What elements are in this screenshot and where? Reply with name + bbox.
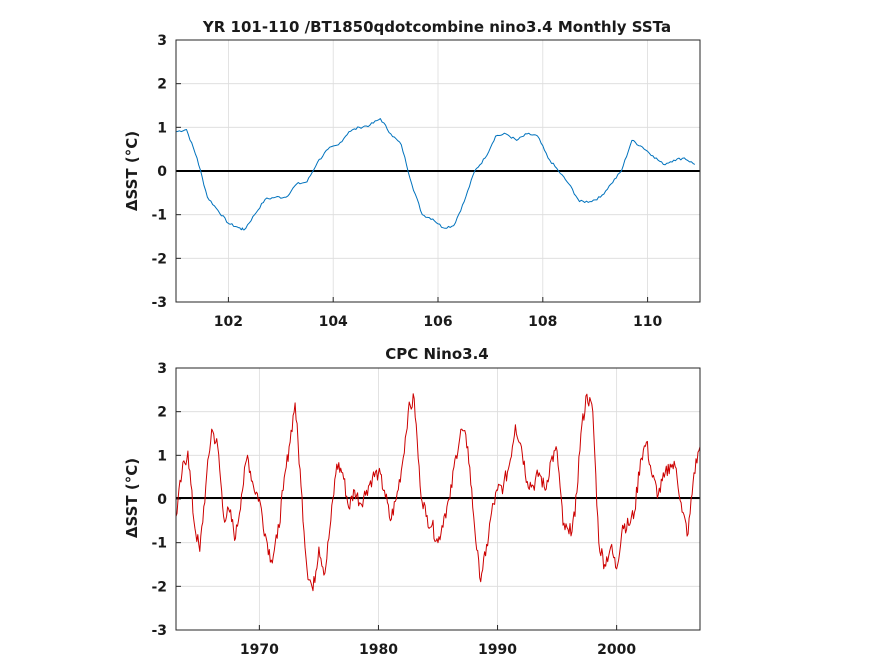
y-axis-label-top: ΔSST (°C) <box>123 131 141 211</box>
y-tick-label: -2 <box>151 579 167 595</box>
chart-title-top: YR 101-110 /BT1850qdotcombine nino3.4 Mo… <box>202 18 671 36</box>
y-axis-label-bottom: ΔSST (°C) <box>123 458 141 538</box>
chart-panel-top: YR 101-110 /BT1850qdotcombine nino3.4 Mo… <box>123 18 701 330</box>
x-tick-label: 2000 <box>597 642 636 656</box>
x-tick-label: 1980 <box>359 642 398 656</box>
y-tick-label: -1 <box>151 536 167 552</box>
y-tick-labels-top: -3 -2 -1 0 1 2 3 <box>151 33 167 311</box>
x-tick-label: 106 <box>423 314 452 330</box>
x-tick-label: 1990 <box>478 642 517 656</box>
plot-frame-top <box>175 39 701 303</box>
x-tick-label: 108 <box>528 314 557 330</box>
y-tick-label: 1 <box>157 120 167 136</box>
x-tick-labels-bottom: 1970 1980 1990 2000 <box>240 642 636 656</box>
x-tick-label: 104 <box>319 314 348 330</box>
x-tick-label: 1970 <box>240 642 279 656</box>
y-tick-label: 1 <box>157 448 167 464</box>
y-tick-label: 2 <box>157 77 167 93</box>
y-tick-labels-bottom: -3 -2 -1 0 1 2 3 <box>151 361 167 639</box>
plot-frame-bottom <box>175 367 701 631</box>
y-tick-label: 2 <box>157 405 167 421</box>
chart-title-bottom: CPC Nino3.4 <box>385 345 488 363</box>
y-tick-label: 0 <box>157 164 167 180</box>
x-tick-labels-top: 102 104 106 108 110 <box>214 314 663 330</box>
y-tick-label: 0 <box>157 492 167 508</box>
y-tick-label: 3 <box>157 361 167 377</box>
y-tick-label: -1 <box>151 208 167 224</box>
series-line-top <box>175 118 696 231</box>
y-tick-label: 3 <box>157 33 167 49</box>
series-line-bottom <box>175 393 701 592</box>
chart-panel-bottom: CPC Nino3.4 1970 1980 1990 2000 -3-2-10123 … <box>123 345 701 656</box>
x-tick-label: 110 <box>633 314 662 330</box>
y-tick-label: -3 <box>151 623 167 639</box>
y-tick-label: -3 <box>151 295 167 311</box>
y-tick-label: -2 <box>151 251 167 267</box>
x-tick-label: 102 <box>214 314 243 330</box>
